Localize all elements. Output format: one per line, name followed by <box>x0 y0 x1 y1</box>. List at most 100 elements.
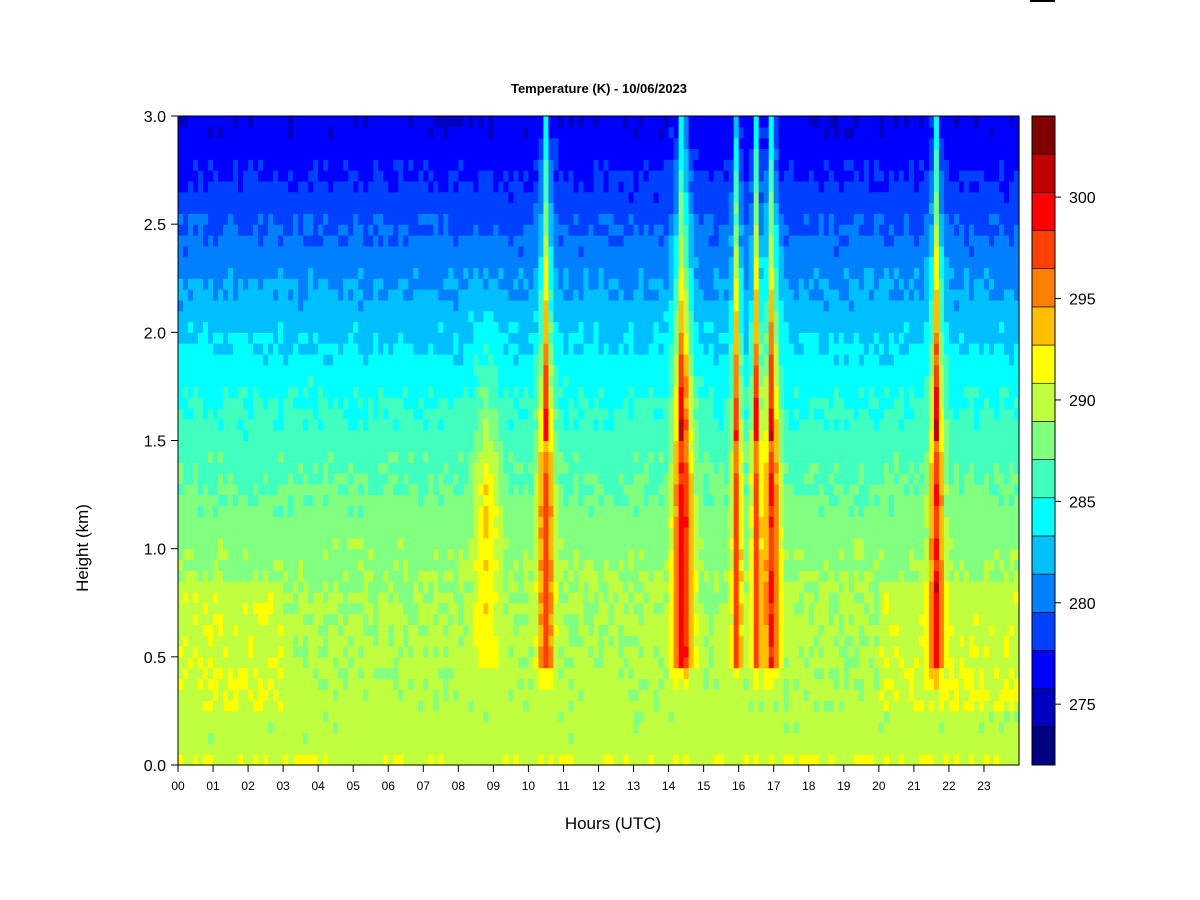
heatmap-cell <box>538 321 545 333</box>
heatmap-cell <box>368 472 374 485</box>
heatmap-cell <box>358 527 364 539</box>
heatmap-cell <box>408 116 414 128</box>
heatmap-cell <box>478 472 484 485</box>
heatmap-cell <box>423 278 429 290</box>
heatmap-cell <box>213 548 219 561</box>
heatmap-cell <box>533 462 540 474</box>
heatmap-cell <box>338 397 344 409</box>
heatmap-cell <box>443 591 449 604</box>
heatmap-cell <box>273 224 279 236</box>
heatmap-cell <box>233 159 239 171</box>
heatmap-cell <box>573 559 580 571</box>
heatmap-cell <box>223 256 229 269</box>
heatmap-cell <box>213 321 219 333</box>
heatmap-cell <box>223 656 229 669</box>
heatmap-cell <box>208 472 214 485</box>
heatmap-cell <box>578 646 585 658</box>
heatmap-cell <box>483 462 489 474</box>
heatmap-cell <box>423 418 429 431</box>
heatmap-cell <box>258 656 264 669</box>
heatmap-cell <box>368 224 374 236</box>
heatmap-cell <box>268 213 274 225</box>
heatmap-cell <box>253 408 259 420</box>
heatmap-cell <box>323 397 329 409</box>
heatmap-cell <box>558 613 565 625</box>
heatmap-cell <box>303 159 309 171</box>
heatmap-cell <box>488 462 494 474</box>
heatmap-cell <box>453 667 459 680</box>
heatmap-cell <box>323 494 329 506</box>
heatmap-cell <box>543 678 550 690</box>
heatmap-cell <box>583 516 590 528</box>
heatmap-cell <box>368 646 374 658</box>
heatmap-cell <box>218 624 224 636</box>
heatmap-cell <box>523 364 530 377</box>
heatmap-cell <box>538 721 545 734</box>
heatmap-cell <box>343 397 349 409</box>
heatmap-cell <box>308 170 314 182</box>
heatmap-cell <box>258 537 264 550</box>
heatmap-cell <box>503 364 509 377</box>
heatmap-cell <box>308 353 314 366</box>
heatmap-cell <box>213 148 219 160</box>
heatmap-cell <box>398 451 404 463</box>
heatmap-cell <box>393 678 399 690</box>
heatmap-cell <box>558 213 565 225</box>
heatmap-cell <box>223 397 229 409</box>
heatmap-cell <box>328 559 334 571</box>
heatmap-cell <box>278 602 284 615</box>
heatmap-cell <box>573 289 580 301</box>
heatmap-cell <box>188 602 194 615</box>
heatmap-cell <box>318 267 324 279</box>
heatmap-cell <box>423 559 429 571</box>
heatmap-cell <box>223 548 229 561</box>
heatmap-cell <box>418 408 424 420</box>
heatmap-cell <box>353 613 359 625</box>
heatmap-cell <box>288 462 294 474</box>
heatmap-cell <box>438 137 444 150</box>
heatmap-cell <box>258 710 264 723</box>
heatmap-cell <box>583 278 590 290</box>
heatmap-cell <box>543 721 550 734</box>
heatmap-cell <box>263 159 269 171</box>
heatmap-cell <box>218 656 224 669</box>
heatmap-cell <box>398 137 404 150</box>
heatmap-cell <box>228 537 234 550</box>
heatmap-cell <box>343 700 349 712</box>
heatmap-cell <box>558 234 565 247</box>
heatmap-cell <box>253 343 259 355</box>
heatmap-cell <box>398 689 404 701</box>
heatmap-cell <box>228 170 234 182</box>
heatmap-cell <box>223 332 229 344</box>
heatmap-cell <box>183 570 189 582</box>
heatmap-cell <box>193 646 199 658</box>
heatmap-cell <box>203 646 209 658</box>
heatmap-cell <box>493 472 499 485</box>
heatmap-cell <box>228 245 234 258</box>
heatmap-cell <box>328 527 334 539</box>
heatmap-cell <box>343 581 349 593</box>
heatmap-cell <box>243 678 249 690</box>
heatmap-cell <box>418 678 424 690</box>
heatmap-cell <box>298 591 304 604</box>
heatmap-cell <box>298 700 304 712</box>
heatmap-cell <box>228 364 234 377</box>
heatmap-cell <box>293 170 299 182</box>
heatmap-cell <box>338 429 344 442</box>
heatmap-cell <box>328 234 334 247</box>
heatmap-cell <box>543 299 550 312</box>
heatmap-cell <box>248 613 254 625</box>
heatmap-cell <box>488 581 494 593</box>
heatmap-cell <box>183 635 189 647</box>
heatmap-cell <box>408 375 414 388</box>
heatmap-cell <box>328 656 334 669</box>
heatmap-cell <box>558 472 565 485</box>
heatmap-cell <box>433 602 439 615</box>
heatmap-cell <box>378 591 384 604</box>
heatmap-cell <box>348 375 354 388</box>
heatmap-cell <box>238 386 244 398</box>
heatmap-cell <box>478 656 484 669</box>
heatmap-cell <box>358 429 364 442</box>
heatmap-cell <box>388 505 394 517</box>
